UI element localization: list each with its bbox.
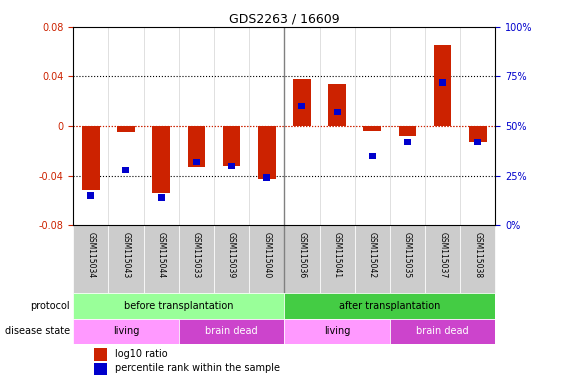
FancyBboxPatch shape xyxy=(284,293,495,319)
Bar xyxy=(333,109,341,115)
FancyBboxPatch shape xyxy=(284,225,320,293)
Text: GSM115042: GSM115042 xyxy=(368,232,377,278)
Bar xyxy=(399,126,416,136)
Bar xyxy=(369,153,376,159)
Text: living: living xyxy=(324,326,350,336)
Bar xyxy=(187,126,205,167)
Bar xyxy=(228,162,235,169)
Bar xyxy=(193,159,200,165)
FancyBboxPatch shape xyxy=(320,225,355,293)
FancyBboxPatch shape xyxy=(461,225,495,293)
Text: GSM115040: GSM115040 xyxy=(262,232,271,278)
Bar xyxy=(87,192,95,199)
Text: GSM115035: GSM115035 xyxy=(403,232,412,278)
Bar xyxy=(117,126,135,132)
FancyBboxPatch shape xyxy=(73,225,108,293)
FancyBboxPatch shape xyxy=(73,293,284,319)
FancyBboxPatch shape xyxy=(390,225,425,293)
Bar xyxy=(434,45,452,126)
Bar xyxy=(439,79,446,86)
Bar xyxy=(153,126,170,193)
Text: GSM115039: GSM115039 xyxy=(227,232,236,278)
FancyBboxPatch shape xyxy=(144,225,179,293)
FancyBboxPatch shape xyxy=(179,225,214,293)
FancyBboxPatch shape xyxy=(284,319,390,344)
Text: GSM115037: GSM115037 xyxy=(438,232,447,278)
Bar xyxy=(263,174,270,181)
FancyBboxPatch shape xyxy=(425,225,461,293)
Text: living: living xyxy=(113,326,139,336)
Text: GSM115043: GSM115043 xyxy=(122,232,131,278)
FancyBboxPatch shape xyxy=(108,225,144,293)
Text: GSM115041: GSM115041 xyxy=(333,232,342,278)
Bar xyxy=(95,348,107,361)
Bar xyxy=(364,126,381,131)
FancyBboxPatch shape xyxy=(214,225,249,293)
Text: after transplantation: after transplantation xyxy=(339,301,441,311)
Text: brain dead: brain dead xyxy=(417,326,469,336)
Text: GSM115044: GSM115044 xyxy=(157,232,166,278)
Title: GDS2263 / 16609: GDS2263 / 16609 xyxy=(229,13,339,26)
FancyBboxPatch shape xyxy=(355,225,390,293)
Bar xyxy=(95,362,107,375)
FancyBboxPatch shape xyxy=(179,319,284,344)
Text: percentile rank within the sample: percentile rank within the sample xyxy=(115,363,280,373)
Bar xyxy=(298,103,305,109)
Bar xyxy=(158,194,164,200)
Text: brain dead: brain dead xyxy=(205,326,258,336)
Bar xyxy=(82,126,100,190)
Bar xyxy=(469,126,486,142)
Bar xyxy=(328,84,346,126)
FancyBboxPatch shape xyxy=(390,319,495,344)
FancyBboxPatch shape xyxy=(249,225,284,293)
Text: protocol: protocol xyxy=(30,301,70,311)
Bar xyxy=(223,126,240,166)
Bar xyxy=(404,139,411,145)
Bar xyxy=(474,139,481,145)
Text: GSM115036: GSM115036 xyxy=(297,232,306,278)
Bar xyxy=(123,167,129,173)
Text: GSM115034: GSM115034 xyxy=(86,232,95,278)
FancyBboxPatch shape xyxy=(73,319,179,344)
Text: before transplantation: before transplantation xyxy=(124,301,234,311)
Bar xyxy=(258,126,275,179)
Bar xyxy=(293,79,311,126)
Text: GSM115038: GSM115038 xyxy=(473,232,482,278)
Text: log10 ratio: log10 ratio xyxy=(115,349,168,359)
Text: GSM115033: GSM115033 xyxy=(192,232,201,278)
Text: disease state: disease state xyxy=(5,326,70,336)
